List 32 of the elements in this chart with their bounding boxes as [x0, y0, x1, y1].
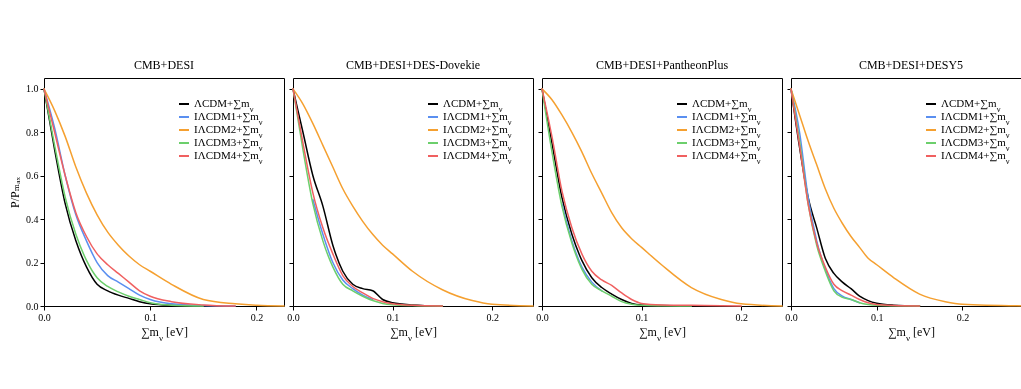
x-tick-label: 0.1: [144, 311, 157, 323]
y-axis-title: P/Pₘₐₓ: [8, 176, 22, 208]
x-axis-title: ∑m$_{ν}$ [eV]: [390, 324, 437, 343]
x-tick-label: 0.1: [870, 311, 884, 323]
line-series: [43, 88, 285, 307]
x-tick-label: 0.0: [785, 311, 798, 323]
x-axis-title: ∑m$_{ν}$ [eV]: [888, 324, 935, 343]
chart-title: CMB+DESI+DES-Dovekie: [345, 58, 481, 72]
y-tick-label: 0.8: [26, 126, 39, 138]
chart-title: CMB+DESI+DESY5: [858, 58, 964, 72]
chart-title: CMB+DESI+PantheonPlus: [595, 58, 729, 72]
x-tick-label: 0.2: [486, 311, 499, 323]
y-tick-label: 0.6: [26, 170, 39, 182]
x-tick-label: 0.2: [956, 311, 970, 323]
x-axis-title: ∑m$_{ν}$ [eV]: [141, 324, 188, 343]
x-axis-title: ∑m$_{ν}$ [eV]: [639, 324, 686, 343]
x-tick-label: 0.1: [386, 311, 400, 323]
legend-label: ΛCDM+∑m$_{ν}$: [941, 97, 1001, 114]
y-tick-label: 1.0: [26, 83, 39, 95]
x-tick-label: 0.0: [287, 311, 300, 323]
y-tick-label: 0.0: [26, 300, 39, 312]
x-tick-label: 0.2: [250, 311, 264, 323]
legend-label: ΛCDM+∑m$_{ν}$: [443, 97, 503, 114]
legend-label: ΛCDM+∑m$_{ν}$: [194, 97, 254, 114]
y-tick-label: 0.2: [26, 257, 39, 269]
chart-title: CMB+DESI: [133, 58, 195, 72]
x-tick-label: 0.1: [635, 311, 649, 323]
legend-label: ΛCDM+∑m$_{ν}$: [692, 97, 752, 114]
x-tick-label: 0.0: [38, 311, 51, 323]
y-tick-label: 0.4: [26, 213, 39, 225]
x-tick-label: 0.2: [735, 311, 748, 323]
x-tick-label: 0.0: [536, 311, 549, 323]
